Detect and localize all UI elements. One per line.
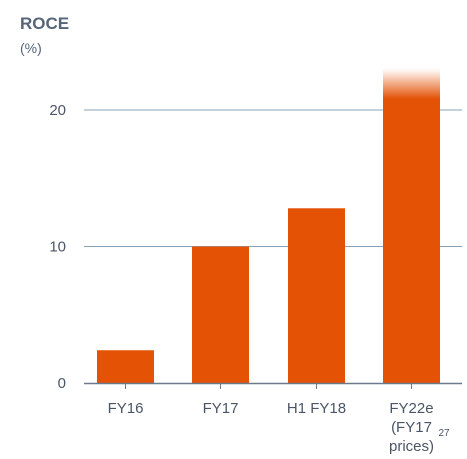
bar-fade [383,69,440,100]
bar [97,350,154,383]
footnote-marker: 27 [439,428,451,439]
x-tick-label: (FY17 [391,419,432,436]
x-tick-label: FY17 [203,400,239,417]
y-tick-label: 20 [49,102,66,119]
bar [192,246,249,383]
y-tick-label: 10 [49,239,66,256]
bar [383,69,440,384]
x-tick-label: H1 FY18 [287,400,346,417]
y-tick-label: 0 [58,375,66,392]
x-tick-label: FY16 [108,400,144,417]
x-tick-label: FY22e [389,400,433,417]
y-tick-labels: 0 10 20 [49,102,66,392]
bar [288,208,345,383]
y-axis-unit: (%) [20,40,42,56]
bars [97,69,440,384]
x-tick-labels: FY16 FY17 H1 FY18 FY22e (FY17 prices) 27 [108,383,450,455]
chart-title: ROCE [20,14,70,33]
x-tick-label: prices) [389,438,434,455]
